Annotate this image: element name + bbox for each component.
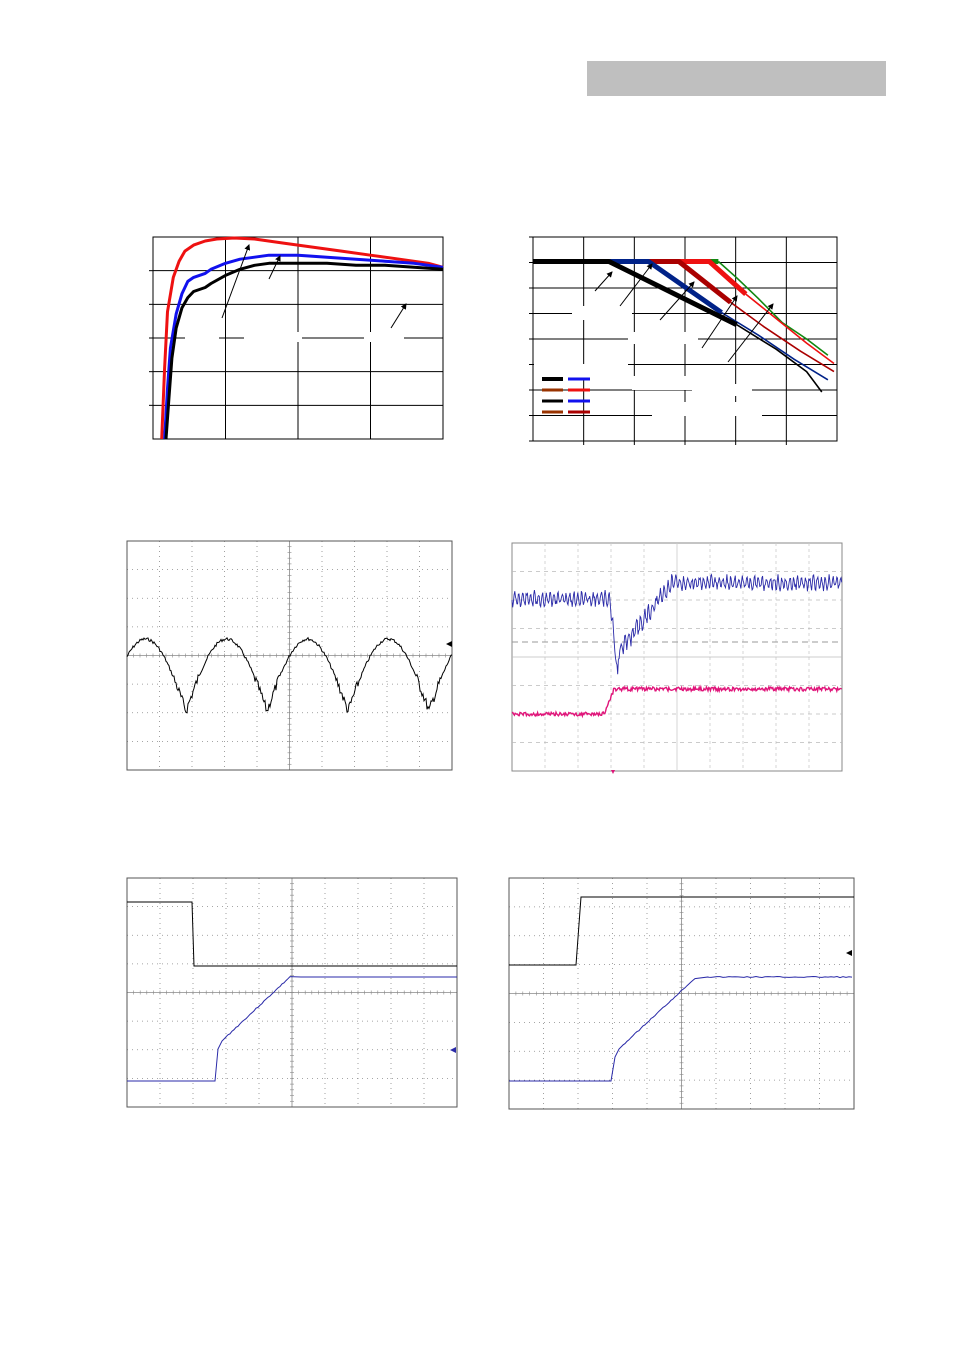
right-arrow-marker — [450, 1047, 456, 1053]
derating-chart — [529, 236, 838, 445]
label-gap — [240, 238, 270, 248]
ripple-trace — [126, 636, 453, 714]
label-gap — [364, 332, 404, 342]
series-line-black — [164, 261, 444, 440]
annotation-arrow — [594, 271, 613, 292]
scope-graticule — [126, 877, 458, 1108]
series-line-blue — [163, 253, 444, 440]
label-gap — [692, 384, 752, 396]
series-line-red — [160, 236, 444, 440]
efficiency-chart-svg — [149, 236, 444, 440]
series-line-darkblue — [721, 311, 829, 381]
annotation-arrow — [268, 255, 281, 280]
output-voltage-trace — [509, 975, 853, 1082]
scope-frame — [126, 877, 458, 1108]
label-gap — [185, 332, 219, 342]
annotation-arrow — [221, 244, 251, 319]
trigger-marker — [611, 770, 615, 774]
enable-signal-trace — [127, 901, 457, 967]
load-current-trace — [511, 684, 842, 719]
label-gap — [244, 332, 302, 342]
annotation-arrow — [659, 281, 695, 321]
scope-graticule — [126, 540, 453, 771]
label-gap — [628, 332, 698, 344]
series-line-black — [736, 324, 823, 393]
ripple-scope-svg — [126, 540, 453, 771]
turn-off-scope — [126, 877, 460, 1109]
header-bar — [587, 61, 886, 96]
label-gap — [534, 364, 628, 378]
output-voltage-trace — [511, 573, 843, 675]
series-line-darkred — [730, 301, 835, 373]
turn-off-scope-svg — [126, 877, 458, 1108]
ripple-scope — [126, 540, 454, 772]
series-line-red — [745, 293, 835, 365]
transient-scope — [511, 542, 843, 774]
right-arrow-marker — [446, 641, 452, 647]
enable-signal-trace — [509, 896, 854, 966]
label-gap — [572, 306, 632, 320]
annotation-arrow — [619, 263, 653, 307]
turn-on-scope — [508, 877, 856, 1111]
transient-scope-svg — [511, 542, 843, 774]
right-arrow-marker — [846, 950, 852, 956]
annotation-arrow — [701, 295, 738, 349]
scope-frame — [508, 877, 855, 1110]
efficiency-chart — [149, 236, 444, 440]
derating-chart-svg — [529, 236, 838, 445]
turn-on-scope-svg — [508, 877, 855, 1110]
scope-graticule — [508, 877, 855, 1110]
scope-frame — [126, 540, 453, 771]
annotation-arrow — [390, 303, 407, 329]
output-voltage-trace — [127, 976, 457, 1082]
series-line-black — [533, 259, 738, 327]
series-line-green — [717, 260, 829, 356]
annotation-arrow — [727, 303, 774, 363]
label-gap — [652, 402, 762, 416]
